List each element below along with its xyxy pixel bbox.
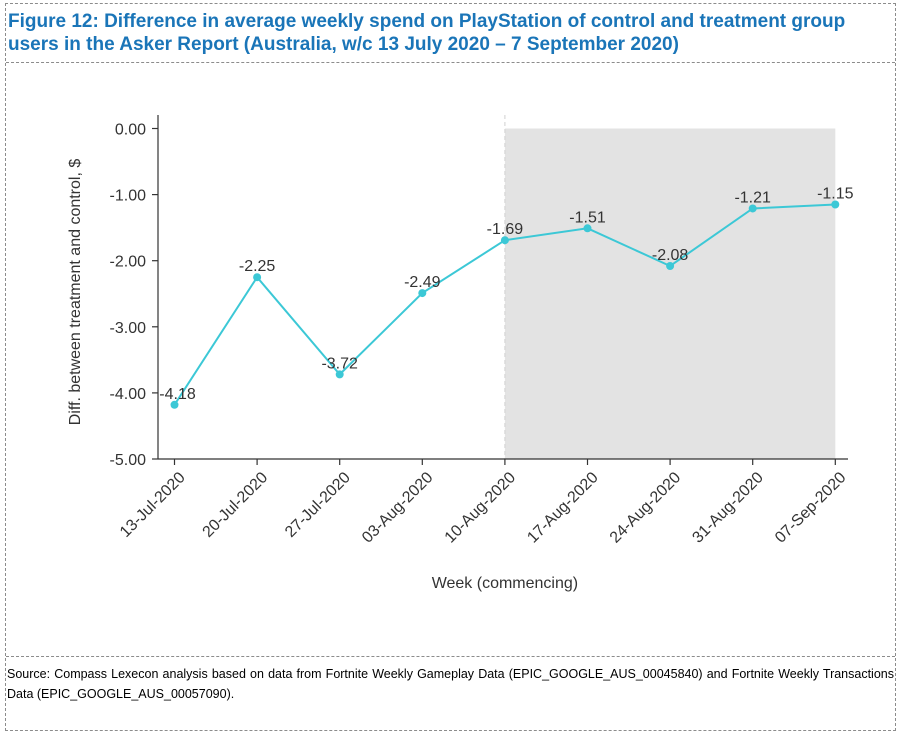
shaded-period <box>504 128 836 459</box>
x-tick-label: 20-Jul-2020 <box>200 469 272 541</box>
y-axis-title: Diff. between treatment and control, $ <box>67 159 84 426</box>
data-label: -2.08 <box>652 247 689 264</box>
y-tick-label: -4.00 <box>110 386 147 403</box>
x-axis-title: Week (commencing) <box>432 575 578 592</box>
data-label: -2.25 <box>239 258 276 275</box>
title-divider <box>6 62 895 63</box>
x-tick-label: 03-Aug-2020 <box>359 469 437 547</box>
data-point <box>831 200 840 209</box>
y-tick-label: 0.00 <box>115 122 146 139</box>
figure-title: Figure 12: Difference in average weekly … <box>8 11 846 55</box>
data-label: -2.49 <box>404 274 441 291</box>
x-tick-label: 27-Jul-2020 <box>282 469 354 541</box>
data-point <box>583 224 592 233</box>
x-tick-label: 31-Aug-2020 <box>689 469 767 547</box>
source-note: Source: Compass Lexecon analysis based o… <box>7 667 894 701</box>
figure-box: Figure 12: Difference in average weekly … <box>5 3 896 731</box>
data-label: -1.51 <box>569 209 606 226</box>
x-axis: 13-Jul-2020 20-Jul-2020 27-Jul-2020 03-Aug-… <box>117 458 850 547</box>
y-tick-label: -5.00 <box>110 452 147 469</box>
data-label: -1.15 <box>817 186 854 203</box>
y-axis: 0.00 -1.00 -2.00 -3.00 -4.00 -5.00 <box>110 115 159 469</box>
source-divider <box>6 656 895 657</box>
data-point <box>253 273 262 282</box>
data-point <box>418 289 427 298</box>
x-tick-label: 24-Aug-2020 <box>607 469 685 547</box>
x-tick-label: 10-Aug-2020 <box>442 469 520 547</box>
x-tick-label: 07-Sep-2020 <box>772 469 850 547</box>
data-points <box>170 200 840 409</box>
data-point <box>335 370 344 379</box>
data-point <box>748 204 757 213</box>
x-tick-label: 13-Jul-2020 <box>117 469 189 541</box>
y-tick-label: -3.00 <box>110 320 147 337</box>
y-tick-label: -2.00 <box>110 254 147 271</box>
data-label: -1.21 <box>734 189 771 206</box>
data-point <box>170 400 179 409</box>
y-tick-label: -1.00 <box>110 188 147 205</box>
x-tick-label: 17-Aug-2020 <box>524 469 602 547</box>
data-point <box>500 236 509 245</box>
data-label: -4.18 <box>159 386 196 403</box>
data-point <box>666 261 675 270</box>
data-label: -1.69 <box>487 221 524 238</box>
data-labels: -4.18 -2.25 -3.72 -2.49 -1.69 -1.51 -2.08 -1.21… <box>159 186 853 403</box>
data-label: -3.72 <box>321 355 358 372</box>
